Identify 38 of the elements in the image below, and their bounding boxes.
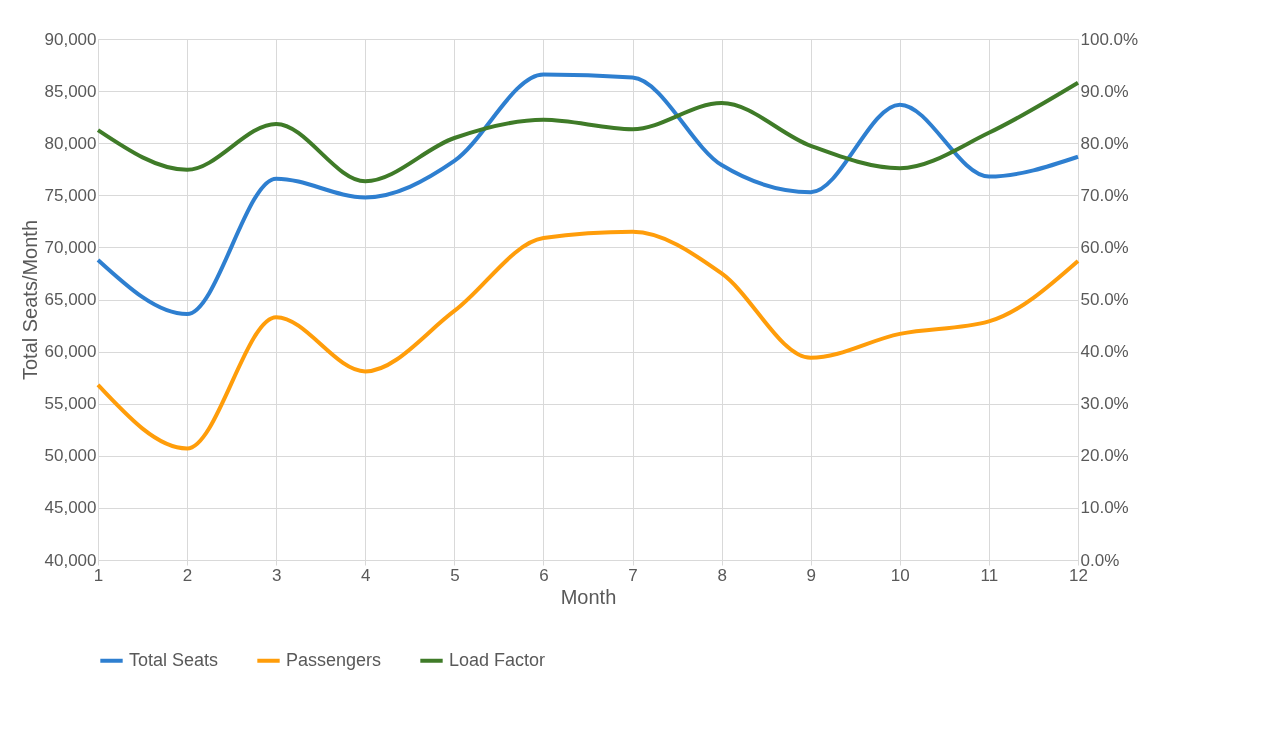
line-series	[96, 80, 1080, 184]
y2-tick-label: 40.0%	[1080, 342, 1129, 362]
y-tick-label: 80,000	[44, 133, 97, 153]
y2-tick-label: 30.0%	[1080, 394, 1129, 414]
y-tick-label: 55,000	[44, 394, 97, 414]
y-tick-label: 70,000	[44, 237, 97, 257]
legend-label: Total Seats	[129, 649, 219, 670]
y-tick-label: 60,000	[44, 342, 97, 362]
x-tick-label: 9	[806, 565, 816, 585]
x-tick-label: 3	[271, 565, 282, 585]
x-tick-label: 2	[182, 565, 193, 585]
y-axis-title: Total Seats/Month	[18, 219, 41, 381]
x-tick-label: 5	[450, 565, 460, 585]
y2-tick-label: 10.0%	[1080, 498, 1129, 518]
y-tick-label: 75,000	[44, 185, 97, 205]
line-series	[96, 72, 1080, 317]
y2-tick-label: 20.0%	[1080, 446, 1129, 466]
x-axis-title: Month	[560, 585, 617, 608]
y-tick-label: 85,000	[44, 81, 97, 101]
y-tick-label: 50,000	[44, 446, 97, 466]
y-tick-label: 65,000	[44, 290, 97, 309]
x-tick-label: 4	[361, 565, 371, 585]
y2-tick-label: 80.0%	[1080, 133, 1129, 153]
x-tick-label: 11	[980, 565, 999, 585]
y-tick-label: 45,000	[44, 498, 97, 518]
y2-tick-label: 90.0%	[1080, 81, 1129, 101]
x-tick-label: 6	[539, 565, 549, 585]
legend-label: Load Factor	[449, 649, 546, 670]
x-tick-label: 10	[890, 565, 910, 585]
legend-label: Passengers	[286, 649, 382, 670]
x-tick-label: 8	[717, 565, 727, 585]
y2-tick-label: 100.0%	[1080, 29, 1139, 49]
x-tick-label: 7	[628, 565, 638, 585]
y-tick-label: 90,000	[44, 29, 97, 49]
y2-tick-label: 50.0%	[1080, 290, 1129, 309]
y2-tick-label: 60.0%	[1080, 237, 1129, 257]
y2-tick-label: 70.0%	[1080, 185, 1129, 205]
line-series	[96, 229, 1080, 451]
